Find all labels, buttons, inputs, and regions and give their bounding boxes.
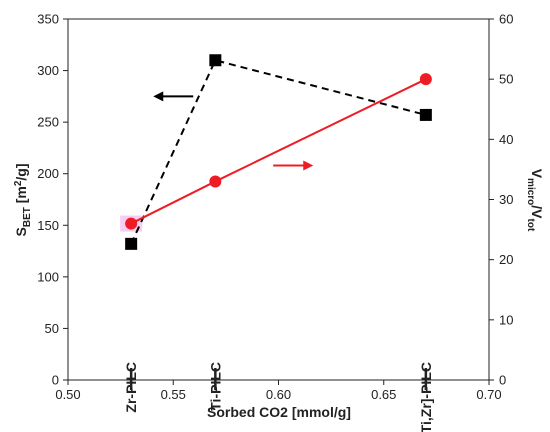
x-tick-label: 0.60 — [266, 387, 291, 402]
arrow-left-head — [153, 91, 164, 102]
category-label: Zr-PILC — [123, 362, 139, 413]
arrow-right-head — [303, 160, 314, 171]
y-left-tick-label: 300 — [37, 63, 59, 78]
x-tick-label: 0.50 — [55, 387, 80, 402]
y-right-tick-label: 10 — [499, 312, 513, 327]
y-left-tick-label: 100 — [37, 269, 59, 284]
y-right-tick-label: 50 — [499, 72, 513, 87]
y-left-tick-label: 150 — [37, 218, 59, 233]
series-point-circle — [125, 217, 138, 230]
y-left-tick-label: 200 — [37, 166, 59, 181]
plot-area: 0.50 0.55 0.60 0.65 0.7005010015020025030035… — [37, 12, 513, 432]
series-point-square — [209, 54, 222, 67]
y-right-axis-title: Vmicro/Vtot — [525, 169, 545, 232]
x-tick-label: 0.70 — [476, 387, 501, 402]
y-right-tick-label: 20 — [499, 252, 513, 267]
y-right-tick-label: 30 — [499, 192, 513, 207]
y-left-tick-label: 50 — [45, 321, 59, 336]
series-point-square — [419, 108, 432, 121]
category-label: [Ti,Zr]-PILC — [418, 362, 434, 432]
x-tick-label: 0.55 — [161, 387, 186, 402]
y-left-axis-title: SBET [m2/g] — [13, 163, 33, 236]
y-right-tick-label: 40 — [499, 132, 513, 147]
y-left-tick-label: 250 — [37, 115, 59, 130]
category-label: Ti-PILC — [207, 362, 223, 411]
series-point-circle — [209, 175, 222, 188]
y-right-tick-label: 60 — [499, 12, 513, 27]
y-right-tick-label: 0 — [499, 373, 506, 388]
series-point-circle — [419, 73, 432, 86]
y-left-tick-label: 350 — [37, 12, 59, 27]
series-point-square — [125, 237, 138, 250]
x-tick-label: 0.65 — [371, 387, 396, 402]
y-left-tick-label: 0 — [52, 373, 59, 388]
x-axis-title: Sorbed CO2 [mmol/g] — [207, 404, 351, 420]
